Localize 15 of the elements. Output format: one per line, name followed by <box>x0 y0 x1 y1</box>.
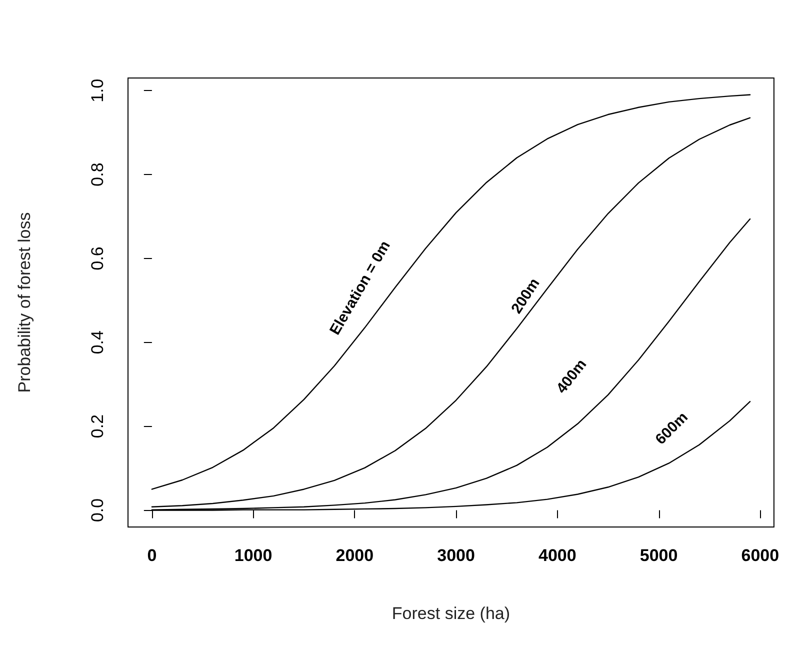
y-tick-label: 0.8 <box>88 162 107 186</box>
y-tick-label: 0.0 <box>88 498 107 522</box>
y-tick-label: 1.0 <box>88 78 107 102</box>
x-tick-label: 3000 <box>437 546 475 565</box>
y-tick-label: 0.2 <box>88 414 107 438</box>
x-tick-label: 5000 <box>640 546 678 565</box>
y-axis-title: Probability of forest loss <box>15 212 34 393</box>
x-axis-title: Forest size (ha) <box>392 604 510 623</box>
x-tick-label: 2000 <box>336 546 374 565</box>
x-tick-label: 0 <box>147 546 157 565</box>
x-tick-label: 6000 <box>741 546 780 565</box>
x-tick-label: 1000 <box>234 546 272 565</box>
y-tick-label: 0.4 <box>88 330 107 354</box>
y-tick-label: 0.6 <box>88 246 107 270</box>
x-tick-label: 4000 <box>538 546 576 565</box>
